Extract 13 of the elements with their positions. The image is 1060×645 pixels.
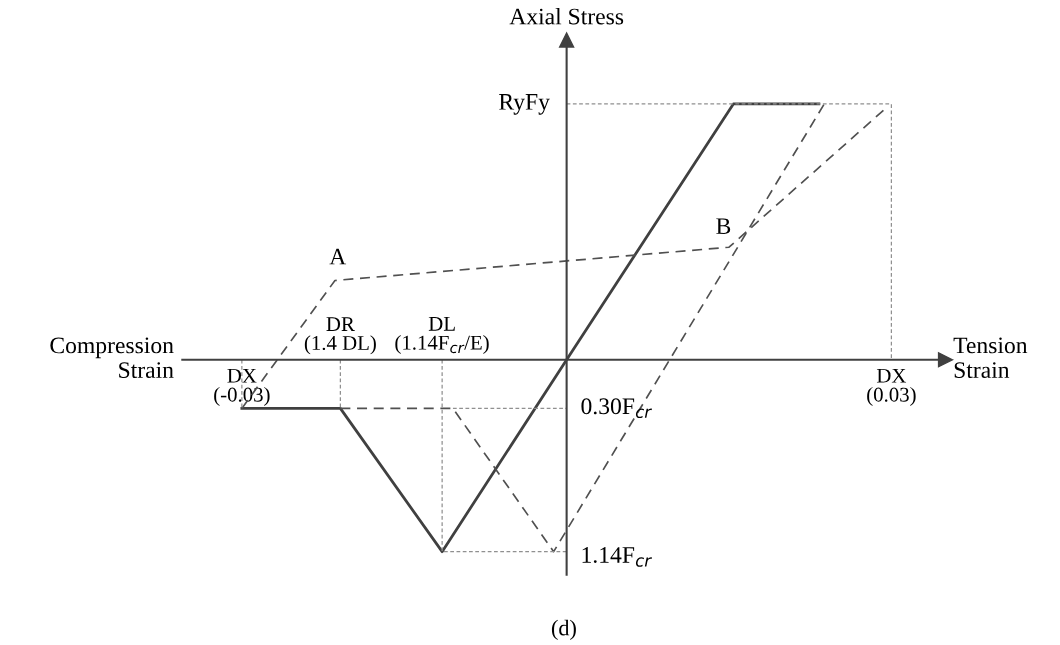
x-axis-title: Tension Strain xyxy=(953,337,1028,379)
annotation: A xyxy=(329,248,347,265)
annotation: DR (1.4 DL) xyxy=(304,317,376,355)
annotation: 1.14F$_{cr}$ xyxy=(582,547,652,567)
annotation: DL (1.14F$_{cr}$/E) xyxy=(395,316,489,354)
x-tick-label: DX (-0.03) xyxy=(214,368,270,406)
annotation: B xyxy=(716,218,731,234)
text: Compression Strain xyxy=(50,337,174,379)
annotation: 0.30F$_{cr}$ xyxy=(581,398,652,419)
text: (d) xyxy=(551,619,576,640)
x-tick-label: DX (0.03) xyxy=(867,368,916,406)
y-axis-title: Axial Stress xyxy=(509,7,624,25)
annotation: RyFy xyxy=(499,94,550,115)
